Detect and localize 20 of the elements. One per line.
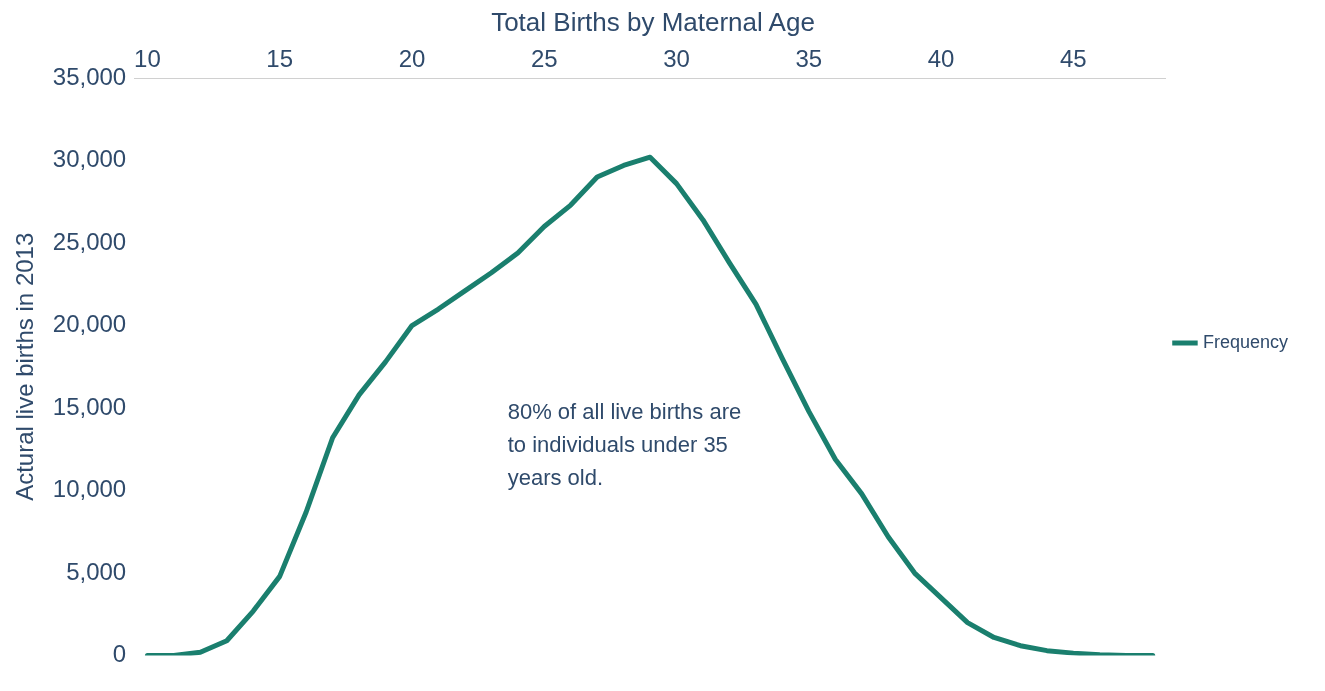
chart-title: Total Births by Maternal Age <box>491 6 815 37</box>
x-tick-label: 30 <box>663 45 690 73</box>
y-tick-label: 10,000 <box>52 475 127 503</box>
x-tick-label: 15 <box>266 45 294 73</box>
x-tick-label: 10 <box>134 45 161 73</box>
annotation: 80% of all live births are to individuals under 35 years old. <box>507 398 742 490</box>
y-tick-label: 0 <box>112 640 127 668</box>
x-tick-label: 20 <box>398 45 426 73</box>
y-tick-label: 25,000 <box>52 227 127 255</box>
x-tick-label: 25 <box>530 45 558 73</box>
x-tick-label: 45 <box>1060 45 1087 73</box>
x-tick-label: 40 <box>927 45 955 73</box>
y-tick-label: 30,000 <box>52 145 127 173</box>
legend-label: Frequency <box>1202 331 1288 352</box>
y-axis-title: Actural live births in 2013 <box>11 232 39 501</box>
x-tick-label: 35 <box>795 45 823 73</box>
y-tick-label: 5,000 <box>66 557 127 585</box>
y-tick-label: 15,000 <box>52 392 127 420</box>
y-tick-label: 20,000 <box>52 310 127 338</box>
y-tick-label: 35,000 <box>52 62 127 90</box>
